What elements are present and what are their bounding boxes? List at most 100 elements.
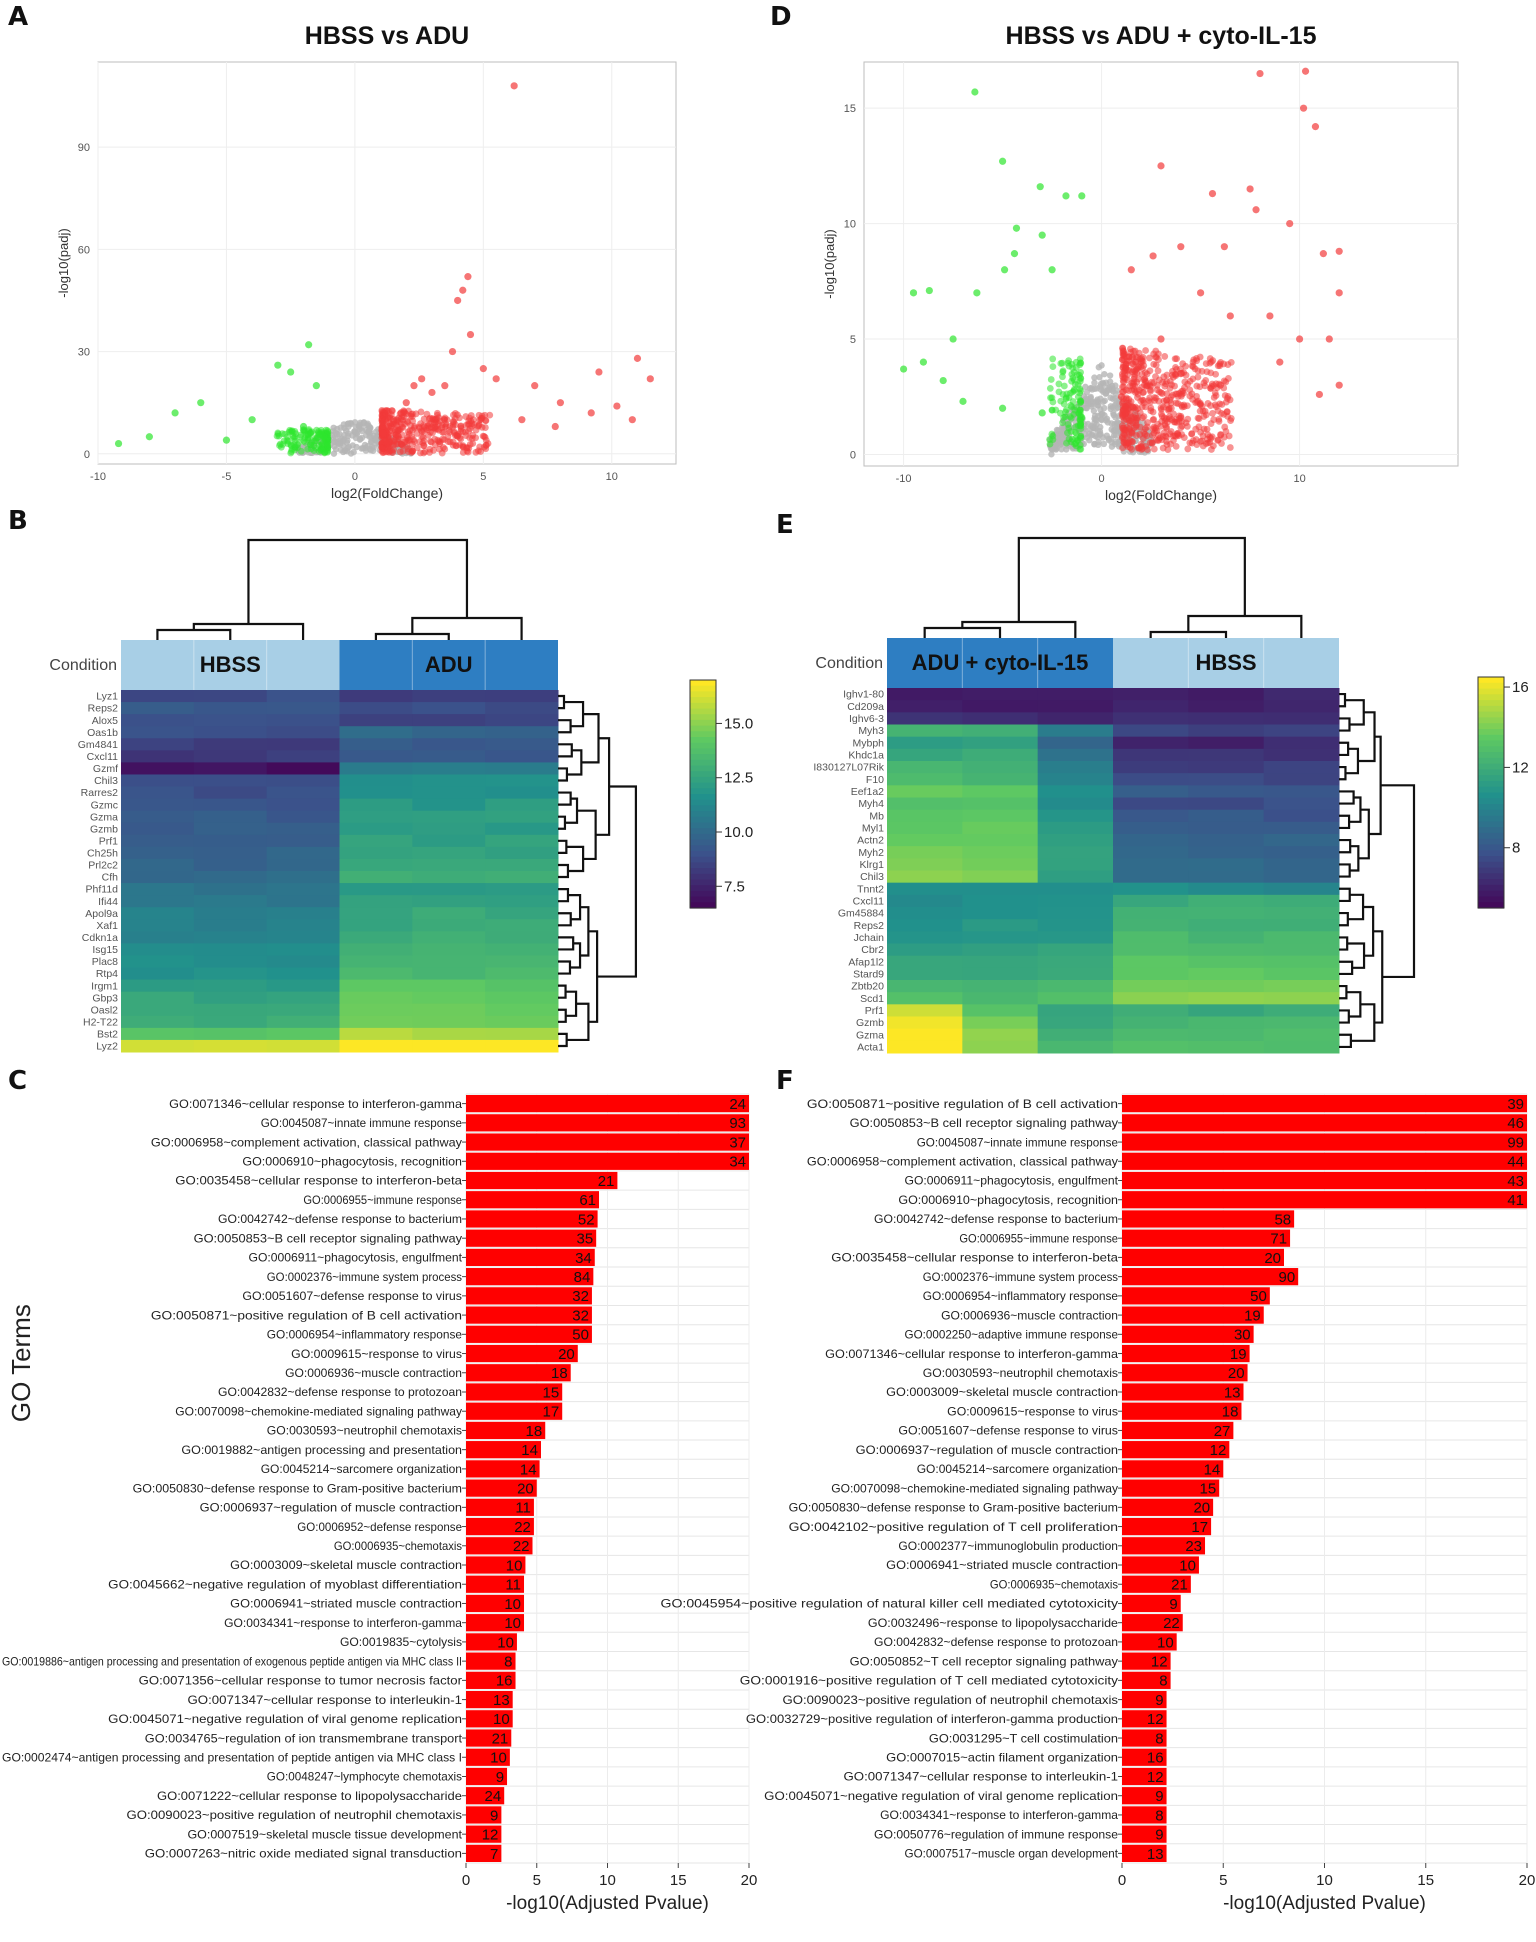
y-axis-label: GO Terms bbox=[6, 1304, 36, 1422]
heatmap-cell bbox=[193, 955, 268, 969]
heatmap-cell bbox=[1188, 919, 1265, 932]
up-point bbox=[1207, 402, 1215, 409]
legend-swatch bbox=[690, 816, 716, 824]
bar-value-label: 22 bbox=[514, 1519, 531, 1536]
y-tick-label: 0 bbox=[850, 449, 856, 461]
up-point bbox=[1138, 370, 1146, 378]
heatmap-cell bbox=[1188, 955, 1265, 969]
heatmap-cell bbox=[121, 895, 195, 908]
heatmap-cell bbox=[887, 736, 963, 750]
dendro-branch bbox=[558, 743, 573, 758]
heatmap-cell bbox=[339, 846, 413, 860]
gene-label: Eef1a2 bbox=[851, 786, 884, 798]
up-point bbox=[1246, 185, 1254, 193]
up-point bbox=[1226, 444, 1234, 451]
go-term-label: GO:0050830~defense response to Gram-posi… bbox=[133, 1481, 462, 1495]
heatmap-cell bbox=[887, 1016, 963, 1030]
heatmap-cell bbox=[193, 1027, 268, 1041]
heatmap-cell bbox=[485, 774, 559, 788]
up-point bbox=[1120, 368, 1128, 375]
dendro-branch bbox=[1339, 911, 1349, 927]
dendro-branch bbox=[566, 749, 583, 776]
up-point bbox=[1198, 437, 1206, 445]
heatmap-cell bbox=[1037, 967, 1114, 981]
gene-label: Apol9a bbox=[85, 908, 118, 920]
up-point bbox=[1125, 387, 1133, 394]
bar-value-label: 19 bbox=[1244, 1307, 1261, 1324]
legend-tick-label: 10.0 bbox=[724, 824, 753, 841]
dendro-branch bbox=[1339, 936, 1349, 951]
heatmap-cell bbox=[1113, 919, 1189, 932]
down-point bbox=[305, 341, 313, 349]
go-bar bbox=[1122, 1556, 1199, 1574]
down-point bbox=[1077, 368, 1085, 376]
x-tick-label: 20 bbox=[741, 1872, 758, 1889]
heatmap-cell bbox=[887, 785, 963, 798]
go-term-label: GO:0009615~response to virus bbox=[291, 1347, 462, 1361]
down-point bbox=[1038, 231, 1046, 239]
heatmap-cell bbox=[485, 1003, 559, 1017]
heatmap-cell bbox=[485, 846, 559, 860]
legend-swatch bbox=[690, 788, 716, 795]
up-point bbox=[1166, 377, 1174, 385]
heatmap-cell bbox=[887, 724, 963, 738]
go-bar bbox=[466, 1191, 600, 1209]
up-point bbox=[1224, 361, 1232, 368]
heatmap-cell bbox=[121, 907, 195, 920]
go-bar bbox=[466, 1171, 618, 1190]
go-term-label: GO:0006941~striated muscle contraction bbox=[230, 1597, 462, 1611]
up-point bbox=[1207, 420, 1215, 427]
up-point bbox=[466, 330, 475, 339]
down-point bbox=[289, 433, 297, 440]
legend-swatch bbox=[690, 873, 716, 881]
legend-swatch bbox=[1478, 769, 1504, 776]
up-point bbox=[1192, 425, 1200, 433]
heatmap-cell bbox=[266, 750, 340, 763]
legend-tick-label: 8 bbox=[1512, 840, 1520, 857]
legend-swatch bbox=[690, 805, 716, 812]
legend-swatch bbox=[690, 702, 716, 710]
heatmap-cell bbox=[1263, 907, 1340, 920]
condition-label: Condition bbox=[815, 655, 883, 672]
ns-point bbox=[1091, 374, 1098, 381]
down-point bbox=[971, 88, 979, 96]
up-point bbox=[1177, 414, 1185, 422]
x-tick-label: 15 bbox=[1417, 1872, 1434, 1889]
down-point bbox=[1010, 250, 1019, 258]
up-point bbox=[1183, 402, 1191, 410]
gene-label: Cdkn1a bbox=[82, 932, 118, 944]
gene-label: Lyz2 bbox=[96, 1041, 118, 1053]
chart-title: HBSS vs ADU bbox=[305, 22, 469, 50]
up-point bbox=[1148, 439, 1156, 446]
gene-label: Prf1 bbox=[865, 1005, 884, 1017]
heatmap-cell bbox=[1113, 870, 1189, 884]
legend-swatch bbox=[690, 799, 716, 806]
up-point bbox=[1159, 444, 1167, 452]
ns-point bbox=[1096, 374, 1103, 381]
go-bar bbox=[466, 1633, 517, 1651]
up-point bbox=[1121, 431, 1128, 438]
gene-label: Oasl2 bbox=[91, 1004, 119, 1016]
legend-swatch bbox=[1478, 850, 1504, 857]
go-bar bbox=[466, 1498, 534, 1516]
up-point bbox=[1194, 414, 1202, 422]
chart-title: HBSS vs ADU + cyto-IL-15 bbox=[1006, 22, 1317, 50]
heatmap-cell bbox=[962, 712, 1039, 725]
go-term-label: GO:0006911~phagocytosis, engulfment bbox=[249, 1251, 463, 1265]
up-point bbox=[1147, 387, 1154, 395]
heatmap-cell bbox=[1188, 980, 1265, 993]
heatmap-cell bbox=[1188, 700, 1265, 713]
x-tick-label: 20 bbox=[1519, 1872, 1536, 1889]
up-point bbox=[396, 448, 404, 456]
ns-point bbox=[1106, 372, 1114, 379]
up-point bbox=[452, 442, 460, 450]
up-point bbox=[1167, 428, 1175, 435]
ns-point bbox=[1106, 378, 1114, 385]
go-term-label: GO:0071347~cellular response to interleu… bbox=[844, 1770, 1119, 1784]
down-point bbox=[171, 409, 179, 417]
heatmap-cell bbox=[1263, 955, 1340, 969]
go-bar bbox=[466, 1383, 563, 1401]
up-point bbox=[1206, 355, 1214, 362]
heatmap-cell bbox=[412, 750, 486, 763]
